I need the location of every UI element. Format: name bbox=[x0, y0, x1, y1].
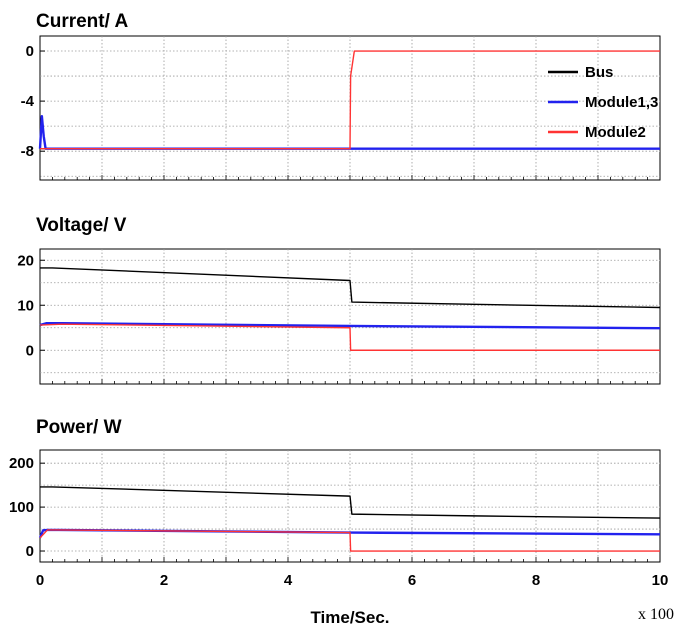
panel-title: Current/ A bbox=[36, 11, 128, 32]
x-tick-label: 8 bbox=[532, 572, 540, 589]
panel-title: Voltage/ V bbox=[36, 215, 127, 236]
x-tick-label: 10 bbox=[652, 572, 669, 589]
x-axis-multiplier: x 100 bbox=[638, 606, 674, 623]
series-line-module2 bbox=[40, 50, 660, 150]
legend-label: Module1,3 bbox=[585, 94, 658, 111]
x-tick-label: 6 bbox=[408, 572, 416, 589]
x-tick-label: 4 bbox=[284, 572, 293, 589]
y-tick-label: 0 bbox=[26, 342, 34, 359]
panel-2: 20 10 0 Voltage/ V bbox=[17, 215, 661, 385]
series-line-module1-3 bbox=[39, 322, 661, 330]
y-tick-label: 0 bbox=[26, 43, 34, 60]
y-tick-label: 10 bbox=[17, 297, 34, 314]
x-tick-label: 2 bbox=[160, 572, 168, 589]
x-tick-label: 0 bbox=[36, 572, 44, 589]
series-line-module2 bbox=[39, 323, 660, 351]
series-line-bus bbox=[40, 267, 661, 309]
y-tick-label: 100 bbox=[9, 499, 34, 516]
x-axis-label: Time/Sec. bbox=[310, 608, 389, 627]
y-tick-label: 0 bbox=[26, 543, 34, 560]
panel-3: 200 100 0 Power/ W 0 2 4 6 8 10 Time/Sec. x 100 bbox=[9, 417, 674, 627]
legend: Bus Module1,3 Module2 bbox=[548, 64, 658, 141]
legend-label: Bus bbox=[585, 64, 613, 81]
y-tick-label: -8 bbox=[21, 143, 34, 160]
panel-1: 0 -4 -8 Current/ A Bus Module1,3 Module2 bbox=[21, 11, 661, 181]
y-tick-label: 200 bbox=[9, 455, 34, 472]
series-line-bus bbox=[40, 486, 661, 519]
series-line-module2 bbox=[39, 529, 660, 552]
legend-label: Module2 bbox=[585, 124, 646, 141]
panel-title: Power/ W bbox=[36, 417, 122, 438]
y-tick-label: -4 bbox=[21, 93, 35, 110]
y-tick-label: 20 bbox=[17, 252, 34, 269]
